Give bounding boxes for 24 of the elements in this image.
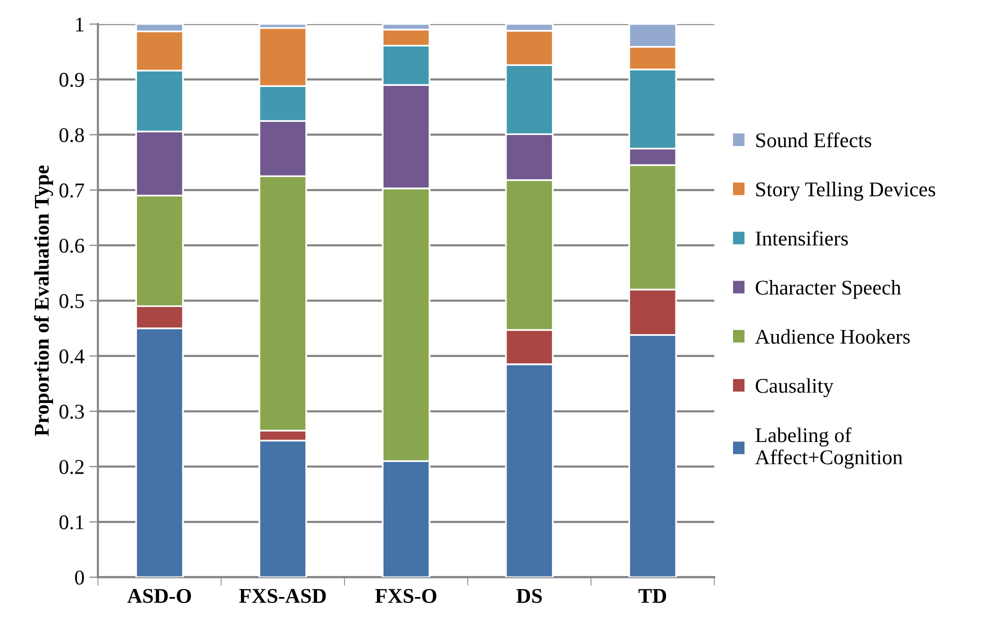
legend-label: Character Speech [756, 280, 901, 299]
x-tick-label: FXS-ASD [239, 588, 326, 603]
legend-label: Intensifiers [756, 230, 848, 246]
x-tick-label: ASD-O [127, 588, 191, 603]
y-tick-label: 0.9 [59, 72, 84, 87]
y-tick-label: 0.5 [59, 294, 84, 308]
x-tick-label: FXS-O [375, 588, 436, 603]
y-tick-label: 1 [76, 18, 84, 32]
y-tick-label: 0.6 [59, 238, 84, 253]
y-axis-title: Proportion of Evaluation Type [34, 165, 54, 436]
y-tick-label: 0.2 [59, 460, 84, 474]
y-tick-label: 0.8 [59, 128, 84, 142]
legend-label: Labeling of Affect+Cognition [755, 427, 903, 469]
x-tick-label: DS [516, 588, 542, 603]
x-tick-label: TD [638, 589, 666, 603]
legend-label: Causality [756, 378, 834, 398]
y-tick-label: 0.4 [59, 349, 84, 364]
legend-label: Audience Hookers [755, 329, 910, 344]
y-tick-label: 0 [75, 570, 84, 585]
legend-label: Sound Effects [756, 132, 872, 148]
y-tick-label: 0.1 [59, 515, 84, 530]
y-tick-label: 0.3 [59, 404, 84, 419]
legend-label: Story Telling Devices [756, 182, 936, 201]
y-tick-label: 0.7 [59, 183, 84, 198]
